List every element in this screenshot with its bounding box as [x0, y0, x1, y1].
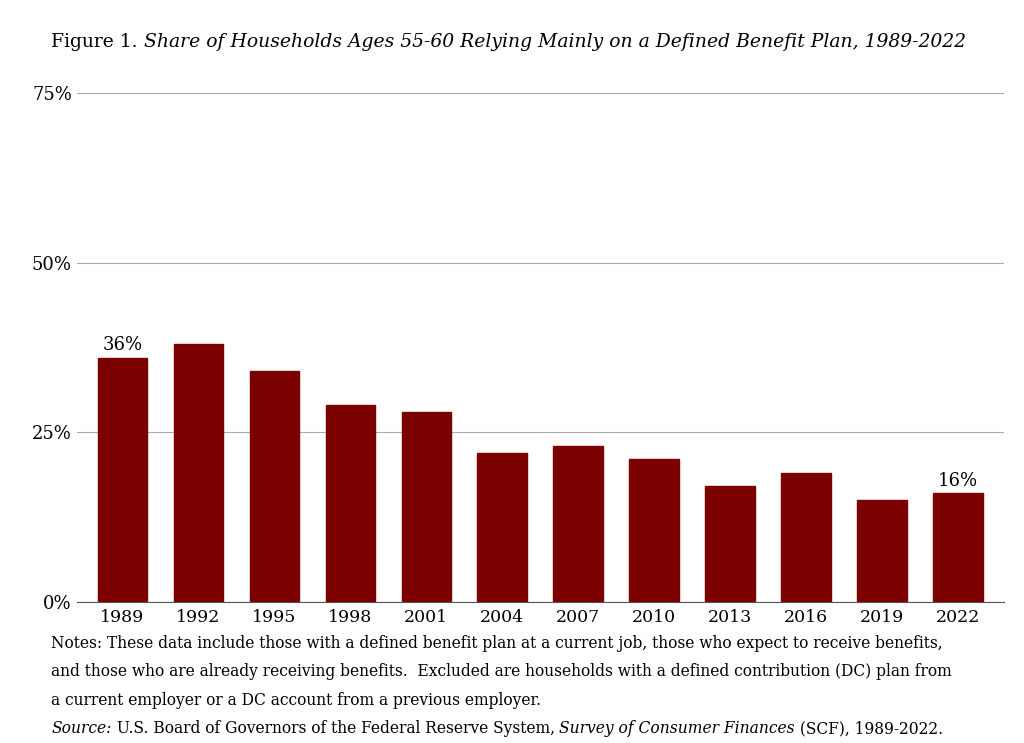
Bar — [477, 452, 527, 602]
Text: 36%: 36% — [102, 336, 142, 354]
Text: Notes: These data include those with a defined benefit plan at a current job, th: Notes: These data include those with a d… — [51, 635, 943, 652]
Bar — [326, 405, 375, 602]
Text: Figure 1.: Figure 1. — [51, 33, 143, 51]
Text: a current employer or a DC account from a previous employer.: a current employer or a DC account from … — [51, 692, 542, 709]
Bar — [553, 446, 603, 602]
Bar — [174, 344, 223, 602]
Bar — [706, 487, 755, 602]
Bar — [401, 412, 451, 602]
Bar — [857, 500, 906, 602]
Text: and those who are already receiving benefits.  Excluded are households with a de: and those who are already receiving bene… — [51, 663, 952, 681]
Text: 16%: 16% — [938, 472, 978, 490]
Text: Share of Households Ages 55-60 Relying Mainly on a Defined Benefit Plan, 1989-20: Share of Households Ages 55-60 Relying M… — [143, 33, 966, 51]
Bar — [933, 493, 983, 602]
Text: Survey of Consumer Finances: Survey of Consumer Finances — [559, 720, 795, 737]
Bar — [630, 459, 679, 602]
Bar — [781, 473, 830, 602]
Bar — [250, 371, 299, 602]
Text: Source:: Source: — [51, 720, 112, 737]
Text: (SCF), 1989-2022.: (SCF), 1989-2022. — [795, 720, 943, 737]
Bar — [97, 357, 147, 602]
Text: U.S. Board of Governors of the Federal Reserve System,: U.S. Board of Governors of the Federal R… — [112, 720, 559, 737]
